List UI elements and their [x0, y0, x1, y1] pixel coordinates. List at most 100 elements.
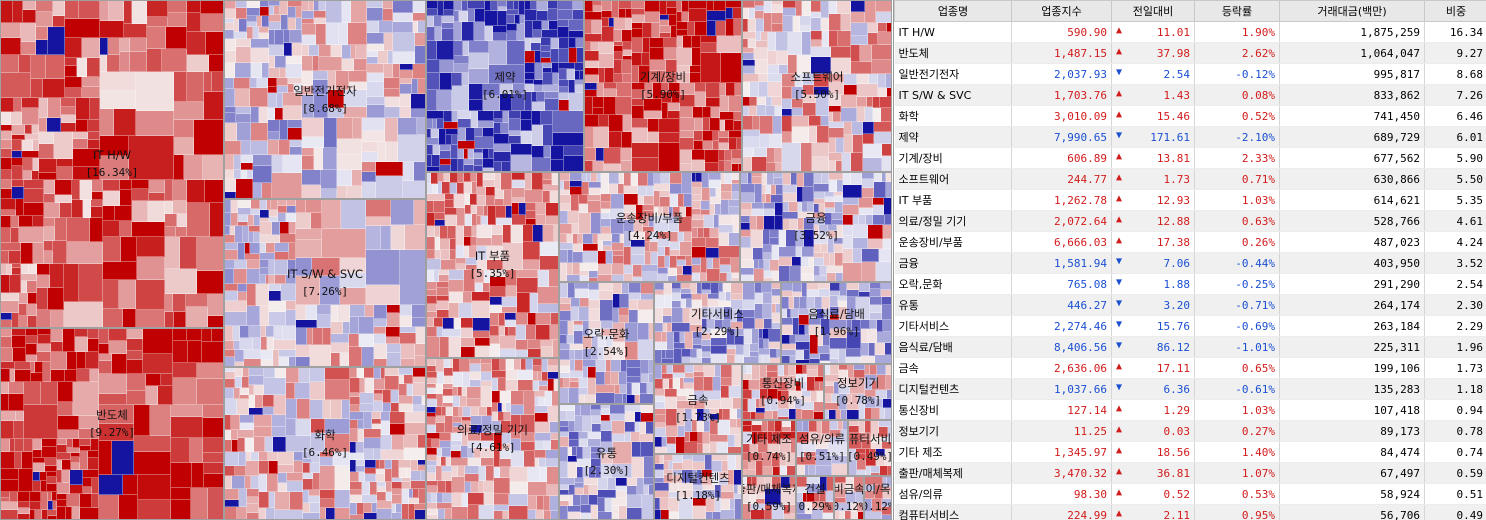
stock-cell[interactable]	[286, 275, 296, 284]
stock-cell[interactable]	[496, 218, 512, 225]
stock-cell[interactable]	[659, 133, 680, 143]
stock-cell[interactable]	[249, 408, 263, 415]
stock-cell[interactable]	[694, 377, 704, 391]
stock-cell[interactable]	[589, 467, 596, 478]
stock-cell[interactable]	[666, 350, 674, 359]
stock-cell[interactable]	[100, 156, 129, 180]
stock-cell[interactable]	[829, 74, 844, 82]
stock-cell[interactable]	[767, 365, 778, 372]
stock-cell[interactable]	[781, 477, 790, 488]
stock-cell[interactable]	[11, 216, 19, 228]
stock-cell[interactable]	[758, 440, 768, 453]
stock-cell[interactable]	[880, 466, 888, 475]
stock-cell[interactable]	[680, 131, 694, 138]
stock-cell[interactable]	[247, 284, 256, 306]
stock-cell[interactable]	[655, 379, 663, 389]
stock-cell[interactable]	[427, 425, 436, 433]
stock-cell[interactable]	[427, 1, 438, 9]
stock-cell[interactable]	[617, 83, 632, 97]
stock-cell[interactable]	[174, 120, 194, 138]
stock-cell[interactable]	[686, 207, 692, 217]
stock-cell[interactable]	[830, 296, 838, 307]
stock-cell[interactable]	[736, 455, 741, 470]
stock-cell[interactable]	[724, 307, 731, 320]
stock-cell[interactable]	[860, 45, 872, 62]
stock-cell[interactable]	[432, 155, 440, 167]
stock-cell[interactable]	[240, 415, 254, 423]
stock-cell[interactable]	[120, 38, 130, 52]
stock-cell[interactable]	[205, 180, 223, 203]
stock-cell[interactable]	[715, 485, 721, 498]
stock-cell[interactable]	[249, 368, 264, 376]
stock-cell[interactable]	[47, 118, 61, 132]
stock-cell[interactable]	[256, 284, 269, 306]
stock-cell[interactable]	[720, 120, 725, 131]
stock-cell[interactable]	[278, 452, 294, 465]
stock-cell[interactable]	[493, 33, 507, 41]
stock-cell[interactable]	[396, 504, 402, 513]
stock-cell[interactable]	[458, 111, 471, 119]
stock-cell[interactable]	[525, 84, 534, 92]
stock-cell[interactable]	[546, 203, 558, 216]
stock-cell[interactable]	[863, 134, 874, 144]
stock-cell[interactable]	[743, 137, 760, 148]
stock-cell[interactable]	[604, 347, 613, 360]
stock-cell[interactable]	[506, 359, 514, 370]
stock-cell[interactable]	[685, 373, 694, 378]
stock-cell[interactable]	[35, 510, 42, 519]
stock-cell[interactable]	[691, 283, 697, 294]
stock-cell[interactable]	[272, 222, 280, 235]
stock-cell[interactable]	[723, 320, 731, 329]
stock-cell[interactable]	[204, 72, 212, 92]
stock-cell[interactable]	[827, 477, 833, 491]
stock-cell[interactable]	[829, 106, 841, 112]
stock-cell[interactable]	[535, 391, 545, 397]
stock-cell[interactable]	[664, 461, 669, 470]
stock-cell[interactable]	[247, 27, 253, 39]
stock-cell[interactable]	[376, 460, 380, 469]
stock-cell[interactable]	[560, 321, 568, 335]
stock-cell[interactable]	[463, 292, 472, 303]
stock-cell[interactable]	[403, 181, 425, 198]
stock-cell[interactable]	[168, 1, 187, 13]
stock-cell[interactable]	[869, 343, 875, 356]
stock-cell[interactable]	[19, 316, 28, 327]
stock-cell[interactable]	[427, 201, 434, 213]
stock-cell[interactable]	[440, 159, 451, 165]
stock-cell[interactable]	[247, 170, 253, 179]
stock-cell[interactable]	[130, 52, 147, 72]
stock-cell[interactable]	[658, 239, 670, 247]
stock-cell[interactable]	[625, 412, 635, 422]
stock-cell[interactable]	[468, 9, 475, 22]
stock-cell[interactable]	[236, 39, 251, 47]
stock-cell[interactable]	[23, 171, 32, 180]
stock-cell[interactable]	[464, 165, 474, 171]
stock-cell[interactable]	[427, 366, 436, 372]
stock-cell[interactable]	[654, 173, 661, 184]
stock-cell[interactable]	[820, 361, 830, 363]
stock-cell[interactable]	[33, 439, 42, 450]
stock-cell[interactable]	[655, 491, 669, 498]
stock-cell[interactable]	[624, 173, 631, 186]
stock-cell[interactable]	[65, 66, 77, 77]
stock-cell[interactable]	[100, 21, 124, 38]
stock-cell[interactable]	[713, 377, 721, 391]
stock-cell[interactable]	[776, 163, 782, 171]
stock-cell[interactable]	[801, 257, 809, 267]
stock-cell[interactable]	[241, 141, 251, 155]
stock-cell[interactable]	[504, 412, 511, 421]
stock-cell[interactable]	[829, 153, 842, 161]
stock-cell[interactable]	[484, 206, 488, 216]
stock-cell[interactable]	[810, 354, 820, 359]
stock-cell[interactable]	[782, 325, 793, 335]
stock-cell[interactable]	[882, 442, 891, 449]
stock-cell[interactable]	[288, 128, 302, 140]
stock-cell[interactable]	[225, 250, 238, 260]
stock-cell[interactable]	[814, 237, 828, 244]
stock-cell[interactable]	[589, 329, 601, 336]
stock-cell[interactable]	[692, 215, 704, 220]
stock-cell[interactable]	[320, 490, 335, 499]
stock-cell[interactable]	[790, 335, 796, 344]
stock-cell[interactable]	[288, 7, 296, 18]
stock-cell[interactable]	[438, 481, 446, 493]
